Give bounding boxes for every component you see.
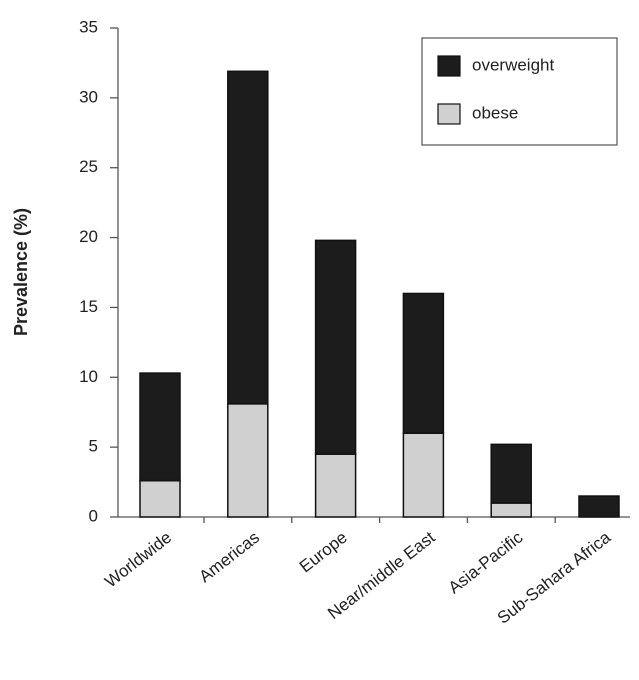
legend-swatch — [437, 55, 461, 77]
x-tick-label: Asia-Pacific — [445, 527, 527, 597]
bar-segment — [578, 495, 620, 518]
y-tick-label: 15 — [79, 297, 98, 316]
y-tick-label: 30 — [79, 87, 98, 106]
bar-segment — [402, 292, 445, 434]
legend-label: overweight — [472, 55, 554, 74]
x-tick-label: Americas — [195, 528, 263, 587]
bar-segment — [139, 479, 181, 518]
x-tick-label: Worldwide — [101, 528, 175, 592]
bar-segment — [227, 70, 269, 405]
legend-box — [421, 37, 618, 146]
y-tick-label: 0 — [89, 506, 98, 525]
y-tick-label: 10 — [79, 367, 98, 386]
bar-segment — [314, 453, 357, 518]
bar-segment — [490, 443, 532, 504]
bar-segment — [314, 239, 357, 455]
legend-label: obese — [472, 103, 518, 122]
bar-segment — [490, 502, 532, 518]
legend-swatch — [437, 103, 461, 125]
bar-segment — [139, 372, 181, 482]
y-tick-label: 25 — [79, 157, 98, 176]
x-tick-label: Europe — [296, 528, 351, 577]
bar-segment — [402, 432, 445, 518]
y-tick-label: 20 — [79, 227, 98, 246]
y-axis-label: Prevalence (%) — [11, 208, 31, 336]
y-tick-label: 5 — [89, 437, 98, 456]
y-tick-label: 35 — [79, 17, 98, 36]
bar-segment — [227, 403, 269, 518]
